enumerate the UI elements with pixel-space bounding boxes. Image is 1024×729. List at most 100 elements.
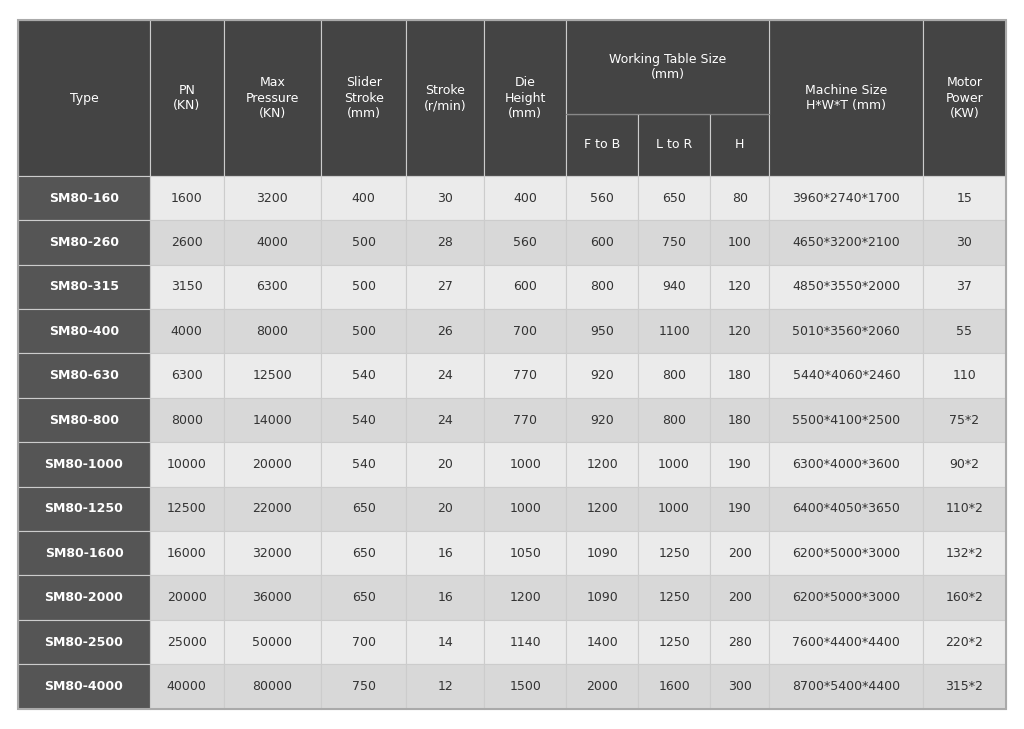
Text: Machine Size
H*W*T (mm): Machine Size H*W*T (mm): [805, 84, 888, 112]
Text: 800: 800: [590, 281, 614, 293]
Bar: [710, 309, 769, 354]
Text: 5500*4100*2500: 5500*4100*2500: [793, 413, 900, 426]
Bar: [18, 20, 150, 176]
Text: 1500: 1500: [509, 680, 541, 693]
Bar: [321, 354, 407, 398]
Bar: [566, 176, 638, 220]
Text: L to R: L to R: [656, 139, 692, 152]
Bar: [638, 265, 710, 309]
Bar: [566, 114, 638, 176]
Text: SM80-1000: SM80-1000: [45, 458, 124, 471]
Bar: [924, 443, 1006, 487]
Text: SM80-160: SM80-160: [49, 192, 119, 205]
Text: 1400: 1400: [587, 636, 618, 649]
Bar: [150, 309, 224, 354]
Bar: [407, 575, 484, 620]
Bar: [321, 265, 407, 309]
Text: 2600: 2600: [171, 236, 203, 249]
Text: 600: 600: [513, 281, 537, 293]
Text: 1600: 1600: [658, 680, 690, 693]
Text: 1000: 1000: [509, 502, 541, 515]
Bar: [769, 20, 924, 176]
Text: SM80-1250: SM80-1250: [45, 502, 124, 515]
Bar: [321, 620, 407, 664]
Bar: [407, 487, 484, 531]
Text: 14: 14: [437, 636, 453, 649]
Text: F to B: F to B: [584, 139, 621, 152]
Bar: [18, 443, 150, 487]
Bar: [710, 265, 769, 309]
Text: 4000: 4000: [171, 325, 203, 338]
Text: 500: 500: [351, 325, 376, 338]
Bar: [710, 443, 769, 487]
Bar: [407, 354, 484, 398]
Text: 540: 540: [351, 413, 376, 426]
Text: 1100: 1100: [658, 325, 690, 338]
Text: 20000: 20000: [252, 458, 292, 471]
Bar: [566, 398, 638, 443]
Bar: [150, 265, 224, 309]
Text: 940: 940: [663, 281, 686, 293]
Text: 1140: 1140: [509, 636, 541, 649]
Bar: [769, 531, 924, 575]
Text: 4850*3550*2000: 4850*3550*2000: [793, 281, 900, 293]
Text: 110*2: 110*2: [945, 502, 983, 515]
Text: 650: 650: [351, 547, 376, 560]
Bar: [407, 220, 484, 265]
Bar: [321, 575, 407, 620]
Bar: [407, 620, 484, 664]
Text: 7600*4400*4400: 7600*4400*4400: [793, 636, 900, 649]
Bar: [769, 265, 924, 309]
Text: 920: 920: [590, 413, 614, 426]
Text: 40000: 40000: [167, 680, 207, 693]
Bar: [18, 309, 150, 354]
Bar: [484, 531, 566, 575]
Bar: [924, 20, 1006, 176]
Bar: [924, 620, 1006, 664]
Text: 90*2: 90*2: [949, 458, 980, 471]
Text: 200: 200: [728, 591, 752, 604]
Bar: [638, 664, 710, 709]
Bar: [18, 620, 150, 664]
Bar: [769, 487, 924, 531]
Text: Max
Pressure
(KN): Max Pressure (KN): [246, 76, 299, 120]
Bar: [638, 487, 710, 531]
Bar: [224, 265, 321, 309]
Text: 6300*4000*3600: 6300*4000*3600: [793, 458, 900, 471]
Bar: [150, 354, 224, 398]
Bar: [710, 176, 769, 220]
Text: 950: 950: [590, 325, 614, 338]
Bar: [924, 354, 1006, 398]
Text: 1200: 1200: [587, 502, 618, 515]
Bar: [407, 20, 484, 176]
Bar: [566, 265, 638, 309]
Bar: [18, 575, 150, 620]
Bar: [769, 575, 924, 620]
Bar: [638, 309, 710, 354]
Text: 400: 400: [513, 192, 537, 205]
Bar: [18, 220, 150, 265]
Bar: [924, 531, 1006, 575]
Bar: [18, 398, 150, 443]
Text: 560: 560: [590, 192, 614, 205]
Text: 800: 800: [663, 413, 686, 426]
Text: 1000: 1000: [658, 502, 690, 515]
Text: 770: 770: [513, 413, 538, 426]
Text: 30: 30: [437, 192, 454, 205]
Text: 700: 700: [351, 636, 376, 649]
Bar: [224, 20, 321, 176]
Text: 20: 20: [437, 458, 454, 471]
Bar: [224, 398, 321, 443]
Text: 100: 100: [728, 236, 752, 249]
Bar: [321, 309, 407, 354]
Bar: [769, 620, 924, 664]
Bar: [566, 20, 769, 114]
Text: 6400*4050*3650: 6400*4050*3650: [793, 502, 900, 515]
Text: SM80-260: SM80-260: [49, 236, 119, 249]
Text: 1090: 1090: [587, 591, 618, 604]
Bar: [150, 443, 224, 487]
Bar: [150, 620, 224, 664]
Bar: [484, 354, 566, 398]
Text: 15: 15: [956, 192, 973, 205]
Text: 5010*3560*2060: 5010*3560*2060: [793, 325, 900, 338]
